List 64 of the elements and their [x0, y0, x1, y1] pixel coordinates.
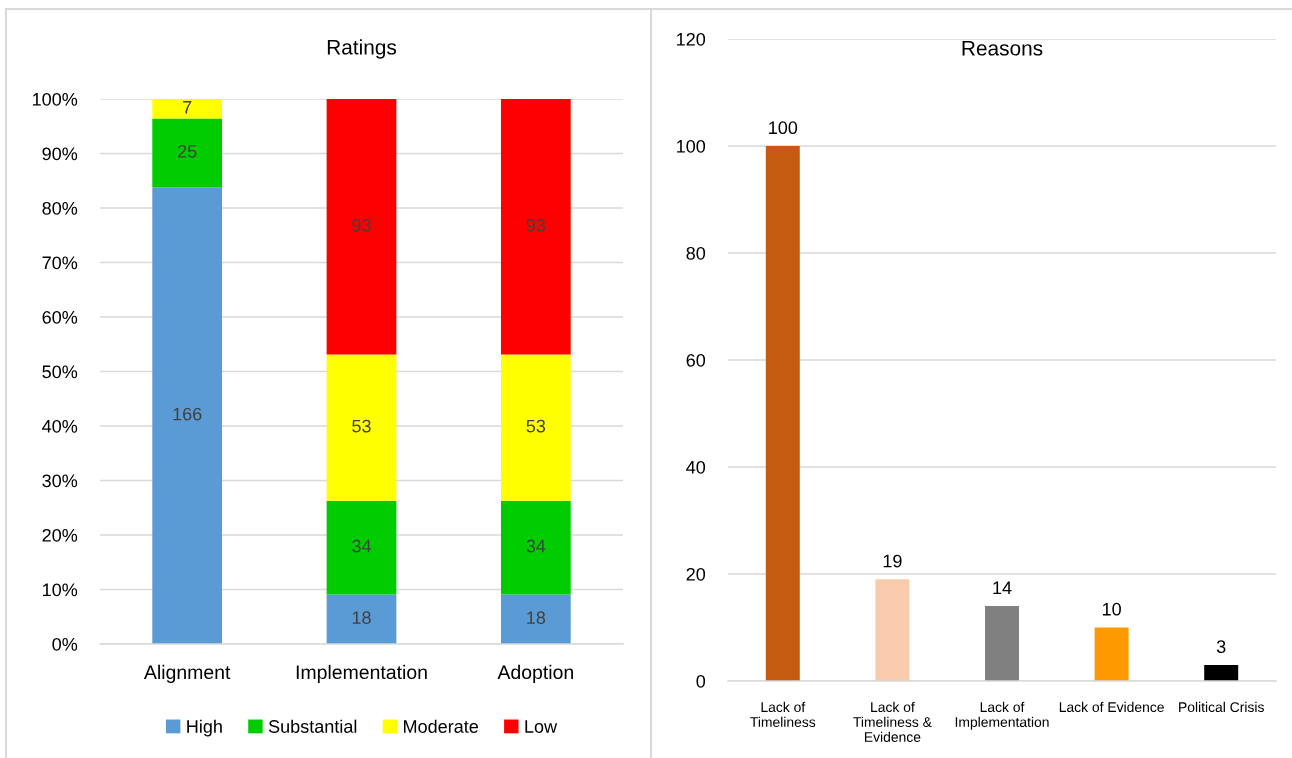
data-label: 3	[1216, 640, 1226, 654]
y-tick-label: 60%	[42, 310, 78, 324]
x-tick-label: Lack of Timeliness	[750, 701, 816, 727]
x-tick-label: Lack of Timeliness & Evidence	[853, 701, 932, 742]
annotation: 25	[178, 145, 197, 158]
annotation: 93	[352, 218, 371, 232]
y-tick-label: 40%	[42, 419, 78, 433]
y-tick-label: 20%	[42, 528, 78, 542]
y-tick-label: 120	[677, 32, 706, 46]
data-label: 19	[883, 554, 902, 568]
bar	[326, 594, 397, 644]
bar	[500, 594, 571, 644]
legend-label: High	[187, 719, 222, 737]
annotation: 34	[526, 539, 546, 553]
y-tick-label: 10%	[43, 583, 78, 597]
annotation: 166	[173, 407, 202, 421]
y-tick-label: 90%	[42, 147, 78, 161]
x-tick-label: Political Crisis	[1179, 701, 1264, 713]
y-tick-label: 70%	[42, 256, 78, 270]
legend-label: Substantial	[268, 719, 357, 733]
annotation: 93	[526, 218, 546, 232]
bar	[875, 579, 910, 681]
legend-label: Low	[525, 720, 558, 733]
bar	[152, 118, 223, 188]
x-tick-label: Implementation	[296, 664, 427, 683]
bar	[1094, 627, 1129, 681]
bar	[152, 187, 223, 644]
bar	[326, 99, 397, 355]
bar	[326, 354, 397, 501]
bar	[765, 146, 800, 681]
y-tick-label: 30%	[42, 474, 78, 488]
y-tick-label: 0%	[52, 637, 78, 651]
annotation: 53	[526, 419, 546, 433]
y-tick-label: 80	[686, 246, 706, 260]
y-tick-label: 60	[686, 353, 706, 367]
legend-label: Moderate	[404, 719, 479, 733]
y-tick-label: 20	[686, 567, 706, 581]
data-label: 10	[1102, 602, 1121, 616]
bar	[1204, 664, 1239, 681]
chart-title: Reasons	[962, 41, 1043, 56]
y-tick-label: 40	[686, 460, 706, 474]
y-tick-label: 100%	[32, 92, 78, 106]
annotation: 18	[527, 611, 546, 625]
bar	[985, 606, 1019, 681]
annotation: 18	[352, 611, 371, 625]
annotation: 7	[183, 101, 192, 114]
y-tick-label: 0	[696, 674, 706, 688]
bar	[500, 354, 571, 501]
y-tick-label: 100	[677, 139, 706, 153]
data-label: 100	[769, 121, 798, 135]
annotation: 53	[352, 419, 371, 433]
bar	[500, 500, 571, 595]
y-tick-label: 50%	[42, 365, 78, 379]
bar	[152, 99, 223, 119]
x-tick-label: Alignment	[143, 664, 231, 683]
y-tick-label: 80%	[42, 201, 78, 215]
x-tick-label: Lack of Implementation	[955, 701, 1049, 730]
chart-title: Ratings	[327, 39, 397, 59]
data-label: 14	[993, 581, 1012, 595]
bar	[326, 500, 397, 595]
bar	[500, 99, 571, 355]
annotation: 34	[352, 539, 372, 553]
x-tick-label: Lack of Evidence	[1059, 701, 1164, 713]
x-tick-label: Adoption	[497, 664, 573, 683]
